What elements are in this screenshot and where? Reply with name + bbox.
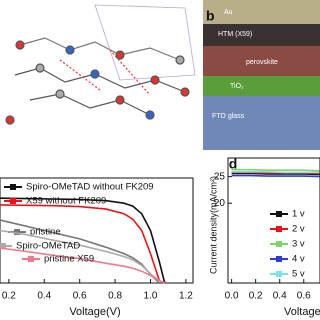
legend-marker bbox=[276, 211, 282, 217]
y-tick-label: 20 bbox=[214, 198, 226, 209]
x-tick-label: 1.0 bbox=[144, 291, 158, 302]
x-tick-label: 0.0 bbox=[225, 291, 239, 302]
x-axis-label: Voltage bbox=[284, 306, 320, 318]
legend-label: Spiro-OMeTAD bbox=[16, 241, 80, 252]
legend-marker bbox=[10, 184, 16, 190]
plot-frame bbox=[0, 177, 194, 284]
x-tick-label: 1.2 bbox=[179, 291, 193, 302]
legend-marker bbox=[28, 256, 34, 262]
series-line bbox=[231, 171, 320, 174]
x-tick-label: 0.6 bbox=[73, 291, 87, 302]
legend-label: X59 without FK209 bbox=[26, 196, 106, 207]
legend-label: Spiro-OMeTAD without FK209 bbox=[26, 182, 154, 193]
x-tick-label: 0.6 bbox=[297, 291, 311, 302]
legend-label: pristine X59 bbox=[44, 254, 94, 265]
layer-label: FTO glass bbox=[212, 113, 245, 120]
legend-marker bbox=[276, 271, 282, 277]
series-line bbox=[0, 197, 166, 284]
panel-label: d bbox=[229, 156, 238, 172]
sem-cross-section bbox=[203, 0, 320, 150]
series-line bbox=[231, 174, 320, 178]
legend-label: 5 v bbox=[292, 269, 305, 280]
x-axis-label: Voltage(V) bbox=[69, 306, 120, 318]
legend-marker bbox=[276, 226, 282, 232]
panel-label: b bbox=[206, 8, 215, 24]
series-line bbox=[231, 172, 320, 176]
legend-label: 2 v bbox=[292, 224, 305, 235]
layer-label: HTM (X59) bbox=[218, 31, 252, 38]
x-tick-label: 0.4 bbox=[273, 291, 287, 302]
layer-label: Au bbox=[224, 9, 233, 16]
legend-label: pristine bbox=[30, 227, 61, 238]
x-tick-label: 0.2 bbox=[2, 291, 16, 302]
legend-marker bbox=[10, 198, 16, 204]
series-line bbox=[0, 204, 161, 282]
legend-label: 4 v bbox=[292, 254, 305, 265]
legend-marker bbox=[0, 243, 6, 249]
legend-label: 3 v bbox=[292, 239, 305, 250]
series-line bbox=[0, 229, 160, 283]
x-tick-label: 0.2 bbox=[249, 291, 263, 302]
y-tick-label: 25 bbox=[214, 171, 226, 182]
legend-marker bbox=[276, 241, 282, 247]
series-line bbox=[0, 247, 166, 284]
x-tick-label: 0.4 bbox=[37, 291, 51, 302]
x-tick-label: 0.8 bbox=[108, 291, 122, 302]
layer-label: perovskite bbox=[246, 59, 278, 66]
legend-marker bbox=[14, 229, 20, 235]
legend-marker bbox=[276, 256, 282, 262]
plot-frame bbox=[227, 157, 320, 284]
molecule-illustration bbox=[5, 4, 196, 125]
series-line bbox=[231, 168, 320, 172]
legend-label: 1 v bbox=[292, 209, 305, 220]
layer-label: TiO₂ bbox=[230, 83, 244, 90]
y-axis-label: Current density(mA/cm²) bbox=[208, 176, 218, 274]
